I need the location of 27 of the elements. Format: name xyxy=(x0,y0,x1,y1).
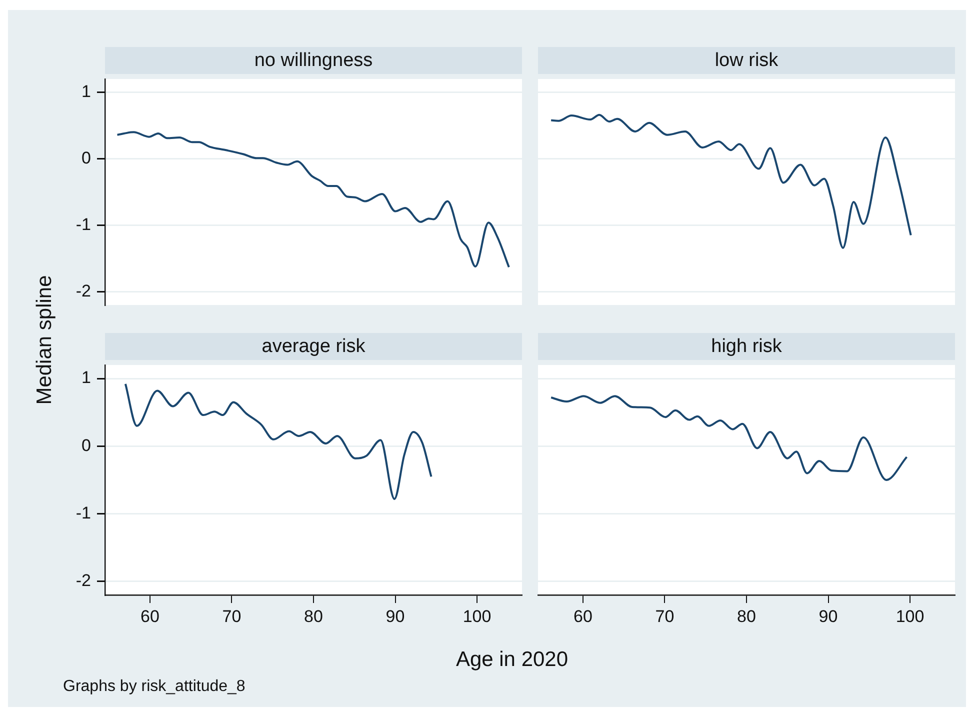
line-series xyxy=(124,382,432,500)
y-tick-label: -2 xyxy=(76,281,91,300)
text: Graphs by risk_attitude_8 xyxy=(63,678,246,696)
x-axis-title: Age in 2020 xyxy=(456,648,568,672)
x-tick-label: 90 xyxy=(386,606,405,626)
y-tick-label: -1 xyxy=(76,504,91,523)
line-series xyxy=(116,131,510,268)
x-tick-label: 80 xyxy=(304,606,323,626)
chart-title: low risk xyxy=(538,47,955,74)
y-tick-label: 0 xyxy=(82,436,91,455)
x-tick-label: 90 xyxy=(818,606,838,626)
x-tick-label: 100 xyxy=(462,606,492,626)
y-tick-label: -2 xyxy=(76,571,91,590)
y-tick-label: 0 xyxy=(82,148,91,168)
x-tick-label: 70 xyxy=(655,606,674,626)
chart-title: high risk xyxy=(538,333,955,360)
x-tick-label: 80 xyxy=(737,606,756,626)
chart-title: no willingness xyxy=(105,47,522,74)
y-tick-label: 1 xyxy=(82,368,91,388)
y-axis-title: Median spline xyxy=(33,275,57,405)
y-tick-label: -1 xyxy=(76,214,91,234)
x-tick-label: 60 xyxy=(140,606,160,626)
x-tick-label: 60 xyxy=(574,606,592,626)
y-tick-label: 1 xyxy=(82,82,91,101)
chart-title: average risk xyxy=(105,333,522,360)
x-tick-label: 100 xyxy=(896,606,924,626)
x-tick-label: 70 xyxy=(222,606,242,626)
